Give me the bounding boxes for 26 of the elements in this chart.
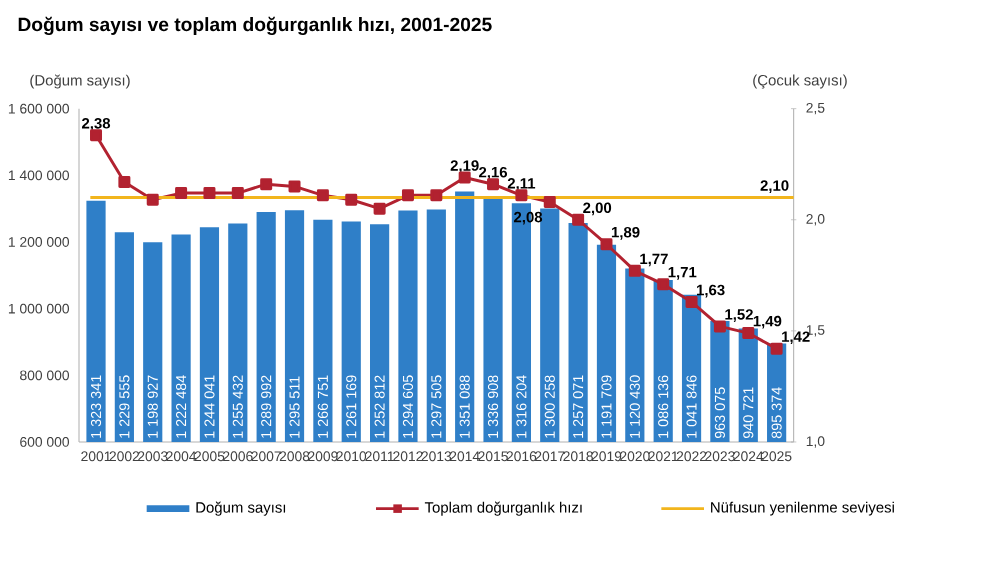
point	[657, 278, 670, 291]
point	[146, 193, 159, 206]
point	[770, 342, 783, 355]
point	[515, 189, 528, 202]
point	[572, 213, 585, 226]
point	[175, 187, 188, 200]
point	[401, 189, 414, 202]
point	[713, 320, 726, 333]
chart-title: Doğum sayısı ve toplam doğurganlık hızı, 2001-2025	[18, 16, 492, 36]
point	[742, 327, 755, 340]
point	[373, 202, 386, 215]
point	[260, 178, 273, 191]
point	[430, 189, 443, 202]
point	[487, 178, 500, 191]
point	[231, 187, 244, 200]
point	[543, 195, 556, 208]
point	[685, 295, 698, 308]
point	[118, 175, 131, 188]
point	[288, 180, 301, 193]
point	[345, 193, 358, 206]
point	[628, 264, 641, 277]
point	[316, 189, 329, 202]
point	[600, 238, 613, 251]
point	[90, 129, 103, 142]
point	[458, 171, 471, 184]
point	[203, 187, 216, 200]
